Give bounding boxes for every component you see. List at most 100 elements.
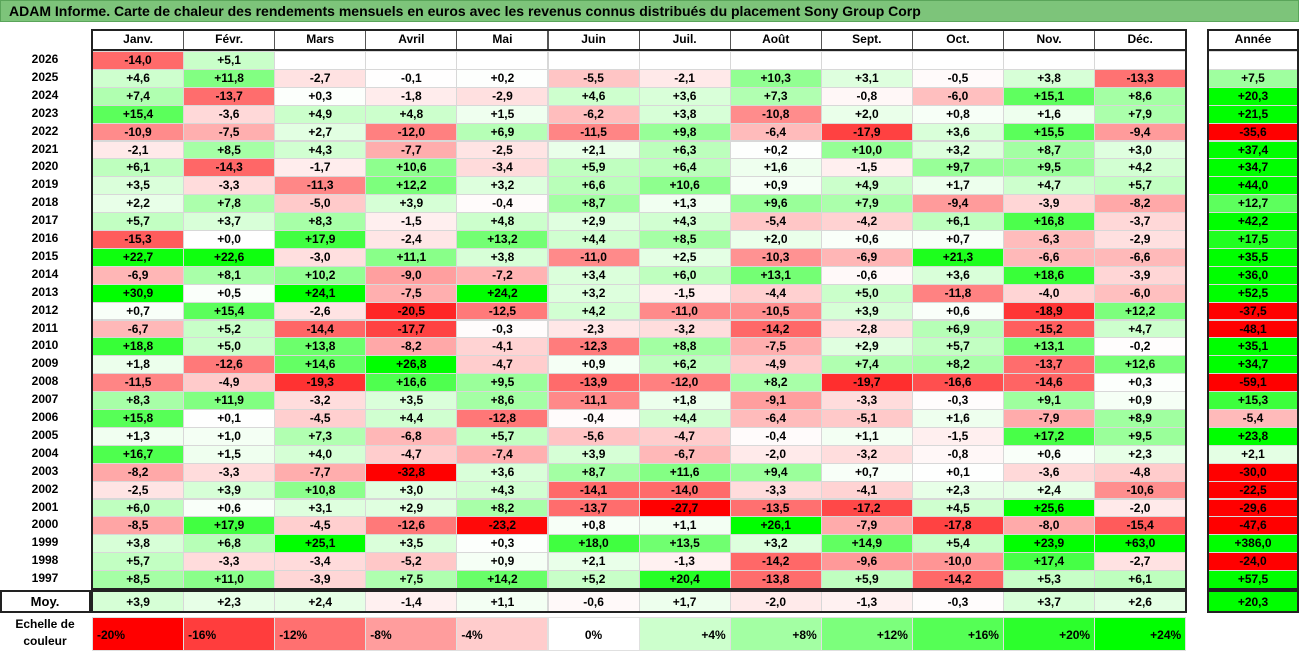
heatmap-cell: -14,0 <box>638 480 731 500</box>
year-label: 2002 <box>31 481 59 496</box>
heatmap-cell: +4,6 <box>547 86 640 106</box>
heatmap-cell: -11,5 <box>92 373 185 393</box>
heatmap-cell: +2,0 <box>729 230 822 249</box>
heatmap-cell: -9,1 <box>729 391 822 410</box>
heatmap-cell: -4,7 <box>456 355 549 375</box>
heatmap-cell: -2,0 <box>729 444 822 464</box>
heatmap-cell: -0,6 <box>820 265 913 285</box>
heatmap-cell: -16,6 <box>911 373 1004 393</box>
heatmap-cell: -6,0 <box>1094 283 1187 303</box>
annual-cell: +34,7 <box>1208 158 1298 178</box>
heatmap-cell: +23,9 <box>1003 534 1096 554</box>
heatmap-cell: +0,9 <box>729 176 822 196</box>
heatmap-cell: -0,3 <box>911 391 1004 410</box>
heatmap-cell: +5,4 <box>911 534 1004 554</box>
annual-cell: +36,0 <box>1208 265 1298 285</box>
heatmap-cell: +5,9 <box>547 158 640 178</box>
year-label: 1997 <box>31 571 59 586</box>
heatmap-cell: +1,6 <box>729 158 822 178</box>
heatmap-cell: +2,1 <box>547 140 640 160</box>
heatmap-cell: -3,7 <box>1094 212 1187 231</box>
heatmap-cell: +3,8 <box>92 534 185 554</box>
annual-cell: -48,1 <box>1208 319 1298 339</box>
heatmap-cell: -3,4 <box>274 552 367 572</box>
heatmap-cell: +3,9 <box>183 480 276 500</box>
heatmap-cell: +8,6 <box>456 391 549 410</box>
heatmap-cell: -9,0 <box>365 265 458 285</box>
heatmap-cell: -6,4 <box>729 122 822 142</box>
annual-cell: +12,7 <box>1208 194 1298 214</box>
annual-cell: -24,0 <box>1208 552 1298 572</box>
heatmap-cell: +0,3 <box>456 534 549 554</box>
heatmap-cell: -14,3 <box>183 158 276 178</box>
heatmap-cell: -1,5 <box>365 212 458 231</box>
heatmap-cell: -10,8 <box>729 104 822 124</box>
heatmap-cell: +7,4 <box>92 86 185 106</box>
year-label: 2015 <box>31 248 59 263</box>
heatmap-cell: -14,2 <box>729 319 822 339</box>
heatmap-cell: +4,7 <box>1003 176 1096 196</box>
average-cell: -1,4 <box>365 591 458 612</box>
heatmap-cell: +15,8 <box>92 409 185 428</box>
heatmap-cell: +3,8 <box>638 104 731 124</box>
heatmap-cell: -6,6 <box>1094 247 1187 267</box>
heatmap-cell: +12,2 <box>1094 301 1187 321</box>
heatmap-cell: +17,4 <box>1003 552 1096 572</box>
heatmap-cell: +4,6 <box>92 68 185 88</box>
heatmap-cell: +24,1 <box>274 283 367 303</box>
heatmap-cell: +1,7 <box>911 176 1004 196</box>
heatmap-cell: +4,8 <box>365 104 458 124</box>
heatmap-cell: +3,7 <box>183 212 276 231</box>
heatmap-cell: +3,4 <box>547 265 640 285</box>
heatmap-cell: -19,3 <box>274 373 367 393</box>
heatmap-cell: -2,0 <box>1094 498 1187 518</box>
color-scale-swatch: -4% <box>456 617 549 651</box>
color-scale-swatch: -12% <box>274 617 367 651</box>
heatmap-cell: -4,0 <box>1003 283 1096 303</box>
heatmap-cell: +9,7 <box>911 158 1004 178</box>
heatmap-cell: +7,3 <box>729 86 822 106</box>
month-header: Févr. <box>183 30 276 50</box>
heatmap-cell: -2,4 <box>365 230 458 249</box>
heatmap-cell: +15,1 <box>1003 86 1096 106</box>
heatmap-cell: -3,2 <box>638 319 731 339</box>
heatmap-cell: -10,5 <box>729 301 822 321</box>
annual-cell: +15,3 <box>1208 391 1298 410</box>
month-header: Janv. <box>92 30 185 50</box>
heatmap-cell: +4,2 <box>547 301 640 321</box>
heatmap-cell: -2,5 <box>456 140 549 160</box>
heatmap-cell: +3,2 <box>911 140 1004 160</box>
heatmap-cell: +6,8 <box>183 534 276 554</box>
heatmap-cell: +4,4 <box>638 409 731 428</box>
heatmap-cell: +4,3 <box>638 212 731 231</box>
heatmap-cell: -14,1 <box>547 480 640 500</box>
heatmap-cell: +8,9 <box>1094 409 1187 428</box>
heatmap-cell: +3,6 <box>911 122 1004 142</box>
heatmap-cell: -0,4 <box>456 194 549 214</box>
year-column-header: Année <box>1208 30 1298 50</box>
heatmap-cell: -6,4 <box>729 409 822 428</box>
heatmap-cell: +4,0 <box>274 444 367 464</box>
average-cell: +3,7 <box>1003 591 1096 612</box>
heatmap-cell: +8,7 <box>547 462 640 482</box>
month-header: Août <box>729 30 822 50</box>
heatmap-cell: +3,5 <box>92 176 185 196</box>
heatmap-cell: -3,9 <box>1094 265 1187 285</box>
year-label: 2016 <box>31 231 59 245</box>
year-label: 2006 <box>31 410 59 424</box>
heatmap-cell: -7,2 <box>456 265 549 285</box>
color-scale-swatch: 0% <box>547 617 640 651</box>
heatmap-cell: +1,3 <box>92 426 185 446</box>
heatmap-cell: +11,9 <box>183 391 276 410</box>
heatmap-cell: +0,1 <box>911 462 1004 482</box>
average-label: Moy. <box>30 594 60 609</box>
heatmap-cell: -13,9 <box>547 373 640 393</box>
year-label: 2014 <box>31 266 59 281</box>
heatmap-cell: +25,1 <box>274 534 367 554</box>
year-label: 2023 <box>31 105 59 120</box>
heatmap-cell: +8,3 <box>274 212 367 231</box>
annual-cell: +7,5 <box>1208 68 1298 88</box>
annual-cell: -59,1 <box>1208 373 1298 393</box>
annual-cell: -37,5 <box>1208 301 1298 321</box>
heatmap-cell: -9,4 <box>911 194 1004 214</box>
